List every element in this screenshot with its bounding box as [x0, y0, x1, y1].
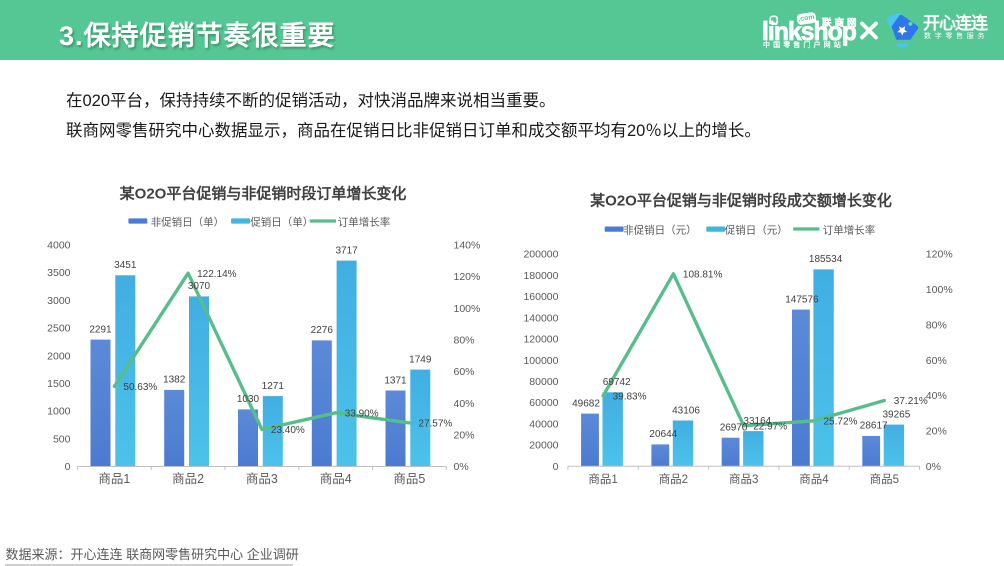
svg-text:140000: 140000 [523, 312, 558, 324]
svg-text:140%: 140% [454, 240, 481, 252]
svg-text:100%: 100% [926, 284, 953, 296]
svg-text:40%: 40% [454, 398, 475, 410]
svg-text:3717: 3717 [335, 245, 358, 256]
svg-text:22.97%: 22.97% [753, 421, 787, 432]
svg-text:120%: 120% [454, 271, 481, 283]
svg-text:80%: 80% [926, 319, 947, 331]
svg-text:28617: 28617 [860, 421, 888, 432]
svg-text:2000: 2000 [47, 350, 71, 362]
svg-text:69742: 69742 [603, 377, 631, 388]
svg-text:商品4: 商品4 [320, 471, 352, 486]
svg-text:非促销日（元）: 非促销日（元） [623, 224, 697, 237]
svg-text:27.57%: 27.57% [418, 419, 452, 430]
svg-text:60%: 60% [454, 366, 475, 378]
svg-text:122.14%: 122.14% [197, 269, 237, 280]
svg-text:非促销日（单）: 非促销日（单） [151, 215, 225, 228]
svg-text:43106: 43106 [672, 405, 700, 416]
svg-text:500: 500 [53, 433, 71, 445]
svg-text:40000: 40000 [529, 418, 558, 430]
svg-text:商品3: 商品3 [246, 471, 278, 486]
svg-text:40%: 40% [926, 390, 947, 402]
svg-text:1030: 1030 [237, 394, 260, 405]
svg-text:商品5: 商品5 [870, 472, 899, 486]
svg-text:商品1: 商品1 [98, 471, 130, 486]
svg-text:2500: 2500 [47, 323, 71, 335]
svg-text:1749: 1749 [409, 354, 432, 365]
svg-text:商品2: 商品2 [172, 471, 204, 486]
svg-text:120000: 120000 [523, 334, 558, 346]
svg-text:39.83%: 39.83% [613, 391, 647, 402]
svg-text:某O2O平台促销与非促销时段订单增长变化: 某O2O平台促销与非促销时段订单增长变化 [120, 185, 407, 203]
svg-text:185534: 185534 [809, 254, 843, 265]
svg-text:3000: 3000 [47, 295, 71, 307]
svg-text:1271: 1271 [262, 381, 285, 392]
svg-text:50.63%: 50.63% [123, 382, 157, 393]
svg-text:108.81%: 108.81% [683, 269, 723, 280]
svg-text:160000: 160000 [523, 291, 558, 303]
svg-text:1500: 1500 [47, 378, 71, 390]
svg-text:37.21%: 37.21% [894, 396, 928, 407]
svg-text:0%: 0% [926, 461, 941, 473]
svg-text:0: 0 [553, 461, 559, 473]
svg-text:1000: 1000 [47, 406, 71, 418]
svg-text:订单增长率: 订单增长率 [338, 215, 391, 228]
svg-text:4000: 4000 [47, 240, 71, 252]
svg-text:60%: 60% [926, 355, 947, 367]
svg-text:23.40%: 23.40% [271, 425, 305, 436]
svg-text:1371: 1371 [384, 375, 407, 386]
svg-text:0: 0 [65, 461, 71, 473]
svg-text:147576: 147576 [785, 294, 819, 305]
svg-text:100%: 100% [454, 303, 481, 315]
svg-text:25.72%: 25.72% [824, 416, 858, 427]
svg-text:20%: 20% [454, 429, 475, 441]
svg-text:120%: 120% [926, 249, 953, 261]
svg-text:20000: 20000 [529, 440, 558, 452]
svg-text:39265: 39265 [882, 409, 910, 420]
svg-text:订单增长率: 订单增长率 [823, 224, 876, 237]
svg-text:1382: 1382 [163, 375, 186, 386]
svg-text:33164: 33164 [743, 416, 771, 427]
svg-text:3451: 3451 [114, 260, 137, 271]
svg-text:80%: 80% [454, 335, 475, 347]
svg-text:3500: 3500 [47, 267, 71, 279]
svg-text:促销日（元）: 促销日（元） [725, 224, 788, 237]
svg-text:100000: 100000 [523, 355, 558, 367]
svg-text:20644: 20644 [649, 429, 677, 440]
svg-text:60000: 60000 [529, 397, 558, 409]
svg-text:200000: 200000 [523, 249, 558, 261]
svg-text:商品3: 商品3 [729, 472, 758, 486]
svg-text:49682: 49682 [572, 398, 600, 409]
svg-text:商品2: 商品2 [659, 472, 688, 486]
svg-text:商品5: 商品5 [393, 471, 425, 486]
svg-text:0%: 0% [454, 461, 469, 473]
svg-text:2276: 2276 [311, 325, 334, 336]
svg-text:2291: 2291 [89, 324, 112, 335]
svg-text:3070: 3070 [188, 281, 211, 292]
svg-text:80000: 80000 [529, 376, 558, 388]
svg-text:33.90%: 33.90% [345, 408, 379, 419]
svg-text:某O2O平台促销与非促销时段成交额增长变化: 某O2O平台促销与非促销时段成交额增长变化 [590, 192, 892, 210]
svg-text:商品4: 商品4 [799, 472, 829, 486]
svg-text:180000: 180000 [523, 270, 558, 282]
svg-text:26970: 26970 [720, 423, 748, 434]
svg-text:20%: 20% [926, 426, 947, 438]
svg-text:商品1: 商品1 [588, 472, 617, 486]
svg-text:促销日（单）: 促销日（单） [250, 215, 313, 228]
